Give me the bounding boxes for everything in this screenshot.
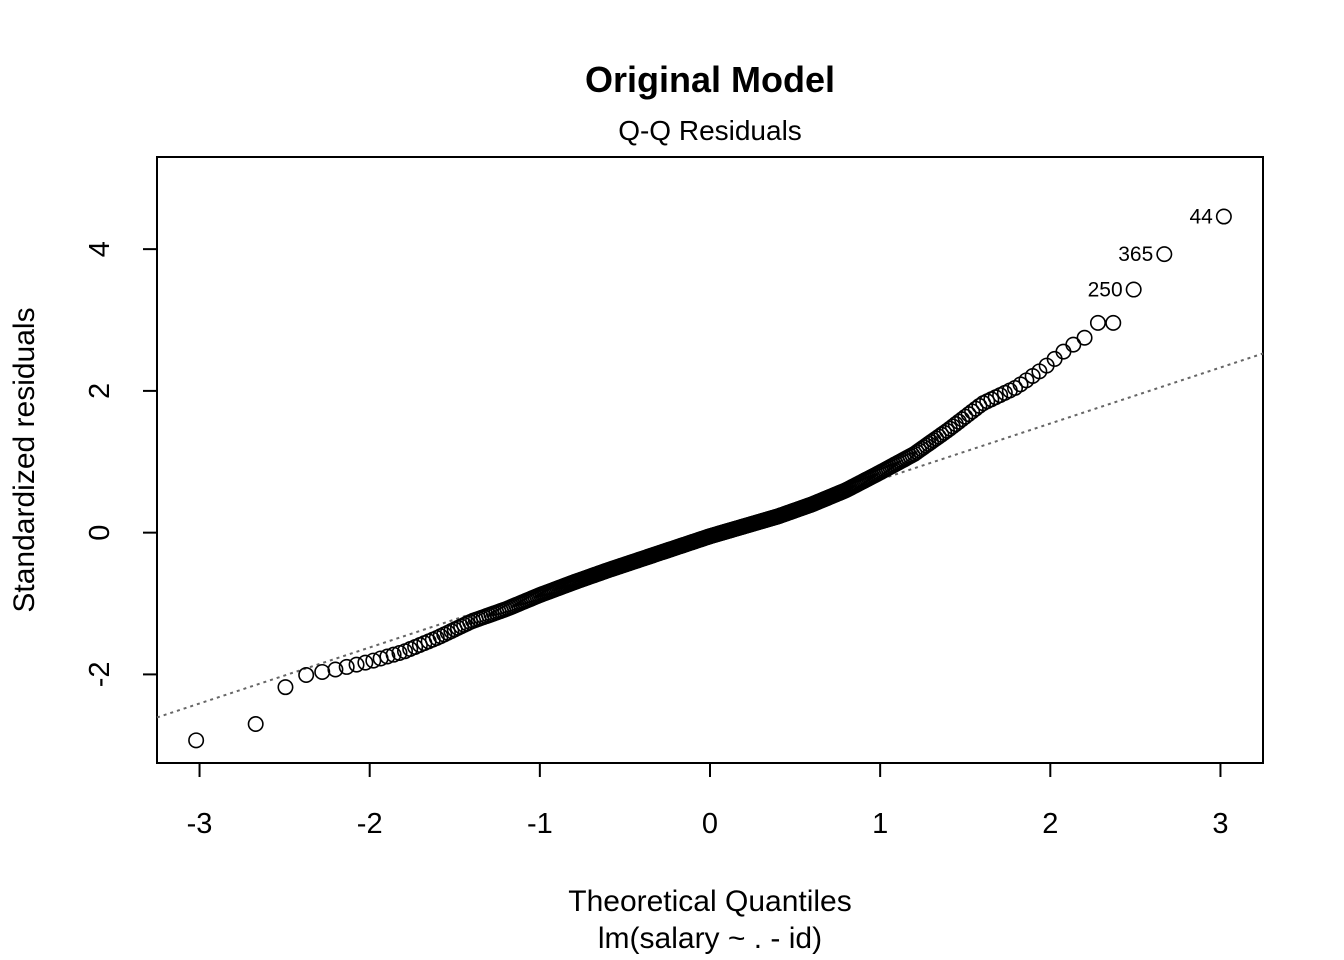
data-point [338,658,355,675]
x-axis-sublabel: lm(salary ~ . - id) [598,922,822,955]
data-point [1105,314,1122,331]
data-point [1076,329,1093,346]
data-point [1055,343,1072,360]
y-tick-label: 2 [84,383,116,399]
chart-subtitle: Q-Q Residuals [618,115,802,146]
data-point [1065,336,1082,353]
data-point [1125,281,1142,298]
x-axis-label: Theoretical Quantiles [568,885,851,918]
data-point [1156,246,1173,263]
point-labels: 250 365 44 [1088,206,1214,302]
data-point [930,428,947,445]
point-label-365: 365 [1118,243,1153,266]
data-points [188,208,1232,749]
data-point [925,432,942,449]
data-point [188,732,205,749]
y-axis: -2 0 2 4 [84,241,158,688]
plot-frame [156,156,1264,764]
data-point [379,648,396,665]
data-point [348,656,365,673]
data-point [314,663,331,680]
data-point [327,661,344,678]
data-point [247,716,264,733]
y-tick-label: -2 [84,662,116,688]
chart-title: Original Model [585,59,835,100]
data-point [357,654,374,671]
x-tick-label: 3 [1212,808,1228,840]
data-point [1089,314,1106,331]
x-tick-label: -2 [357,808,383,840]
y-axis-label: Standardized residuals [8,307,41,612]
data-point [277,679,294,696]
y-tick-label: 0 [84,525,116,541]
point-label-250: 250 [1088,279,1123,302]
data-point [385,646,402,663]
x-tick-label: 2 [1042,808,1058,840]
x-axis: -3 -2 -1 0 1 2 3 [187,762,1229,840]
point-label-44: 44 [1190,206,1214,229]
data-point [298,666,315,683]
x-tick-label: -3 [187,808,213,840]
data-point [971,397,988,414]
x-tick-label: 0 [702,808,718,840]
data-point [928,430,945,447]
y-tick-label: 4 [84,241,116,257]
x-tick-label: -1 [527,808,553,840]
data-point [1215,208,1232,225]
x-tick-label: 1 [872,808,888,840]
